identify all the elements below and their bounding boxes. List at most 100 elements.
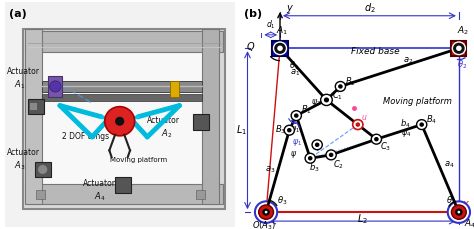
Circle shape [338, 84, 343, 89]
Text: $\theta_4$: $\theta_4$ [446, 194, 456, 207]
Text: $A_3$: $A_3$ [14, 159, 26, 172]
Text: $\psi$: $\psi$ [291, 149, 298, 160]
Bar [193, 114, 210, 130]
Circle shape [291, 111, 301, 120]
Text: $y$: $y$ [286, 3, 294, 15]
Bar [26, 184, 223, 204]
Bar [35, 162, 51, 177]
Bar [115, 177, 131, 193]
Text: $d_1$: $d_1$ [266, 19, 275, 31]
Text: $a_2$: $a_2$ [403, 56, 413, 66]
Circle shape [277, 46, 283, 51]
Bar [27, 99, 44, 114]
Text: $u$: $u$ [361, 113, 368, 122]
Text: $O(A_3)$: $O(A_3)$ [252, 220, 276, 229]
Text: Actuator: Actuator [7, 67, 40, 76]
Bar [30, 103, 37, 110]
Text: $b_3$: $b_3$ [309, 162, 319, 174]
Text: $\gamma$: $\gamma$ [315, 142, 322, 153]
Text: $a_3$: $a_3$ [265, 164, 275, 175]
Text: Moving platform: Moving platform [110, 157, 168, 163]
Text: $A_1$: $A_1$ [276, 25, 288, 37]
Circle shape [356, 122, 360, 127]
Circle shape [417, 120, 427, 130]
Text: $\psi_1$: $\psi_1$ [292, 137, 301, 148]
Text: Fixed base: Fixed base [351, 47, 400, 56]
Bar [48, 76, 62, 97]
Text: $B_2$: $B_2$ [345, 75, 356, 88]
Text: $B_3$: $B_3$ [275, 123, 286, 136]
Circle shape [255, 201, 277, 223]
Text: $a_4$: $a_4$ [444, 159, 454, 170]
Text: $A_2$: $A_2$ [161, 128, 173, 140]
Text: Actuator: Actuator [7, 148, 40, 157]
Text: (a): (a) [9, 9, 27, 19]
Bar [273, 41, 288, 56]
Circle shape [324, 97, 329, 102]
Circle shape [457, 211, 460, 213]
Text: $\psi_1$: $\psi_1$ [291, 124, 301, 135]
Circle shape [115, 117, 124, 126]
Circle shape [452, 42, 465, 55]
Text: Moving platform: Moving platform [383, 97, 452, 106]
Circle shape [263, 209, 270, 216]
Text: $B_1$: $B_1$ [301, 103, 312, 116]
Text: $b_4$: $b_4$ [400, 117, 411, 130]
Text: $C_3$: $C_3$ [380, 140, 391, 153]
Bar [42, 81, 202, 92]
Circle shape [374, 137, 379, 142]
Circle shape [312, 140, 322, 150]
Text: $a_1$: $a_1$ [291, 67, 301, 78]
Text: $\psi_{4}$: $\psi_{4}$ [401, 128, 411, 139]
Circle shape [259, 205, 273, 219]
Bar [451, 41, 466, 56]
Circle shape [294, 113, 299, 118]
Circle shape [419, 122, 424, 127]
Text: $C_2$: $C_2$ [333, 158, 345, 171]
Polygon shape [23, 29, 226, 209]
Text: Actuator: Actuator [147, 117, 180, 125]
Circle shape [273, 42, 286, 55]
Circle shape [50, 81, 61, 92]
Bar [196, 190, 205, 199]
Circle shape [105, 107, 135, 136]
Circle shape [353, 120, 363, 130]
Circle shape [448, 201, 470, 223]
Bar [36, 190, 45, 199]
Circle shape [335, 82, 346, 91]
Bar [26, 29, 42, 204]
Text: $d_2$: $d_2$ [364, 1, 375, 15]
Text: $Q$: $Q$ [246, 40, 255, 52]
Text: $A_4$: $A_4$ [464, 218, 474, 229]
Bar [42, 94, 202, 101]
Bar [26, 31, 223, 52]
Circle shape [284, 125, 294, 135]
Text: $\theta_3$: $\theta_3$ [276, 194, 287, 207]
Circle shape [38, 165, 47, 174]
Text: $C_1$: $C_1$ [332, 90, 343, 102]
Circle shape [264, 211, 267, 213]
Text: $A_4$: $A_4$ [94, 191, 106, 203]
Circle shape [320, 94, 332, 106]
Text: $B_4$: $B_4$ [426, 113, 438, 126]
Text: $\psi_2$: $\psi_2$ [311, 97, 321, 108]
Circle shape [329, 153, 333, 157]
Text: Actuator: Actuator [83, 179, 116, 188]
Circle shape [455, 209, 463, 216]
Text: $A_1$: $A_1$ [14, 79, 25, 91]
Circle shape [371, 134, 382, 144]
Text: $x$: $x$ [462, 199, 471, 209]
Bar [202, 29, 219, 204]
Circle shape [287, 128, 292, 132]
Text: 2 DOF tongs: 2 DOF tongs [62, 132, 109, 141]
Text: $L_1$: $L_1$ [236, 123, 247, 137]
Bar [170, 81, 180, 97]
Circle shape [326, 150, 336, 160]
Text: $L_2$: $L_2$ [357, 212, 368, 226]
Circle shape [315, 143, 319, 147]
Circle shape [456, 46, 462, 51]
Bar [37, 43, 207, 195]
Text: $\theta_2$: $\theta_2$ [456, 58, 467, 71]
Circle shape [308, 156, 312, 161]
Circle shape [451, 205, 466, 219]
